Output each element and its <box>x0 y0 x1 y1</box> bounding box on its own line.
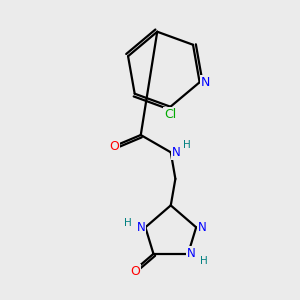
Text: H: H <box>200 256 208 266</box>
Text: N: N <box>172 146 181 159</box>
Text: H: H <box>124 218 132 228</box>
Text: N: N <box>136 221 145 234</box>
Text: O: O <box>109 140 119 153</box>
Text: N: N <box>197 221 206 234</box>
Text: N: N <box>201 76 210 89</box>
Text: N: N <box>187 247 196 260</box>
Text: O: O <box>130 265 140 278</box>
Text: H: H <box>183 140 191 150</box>
Text: Cl: Cl <box>164 108 177 121</box>
